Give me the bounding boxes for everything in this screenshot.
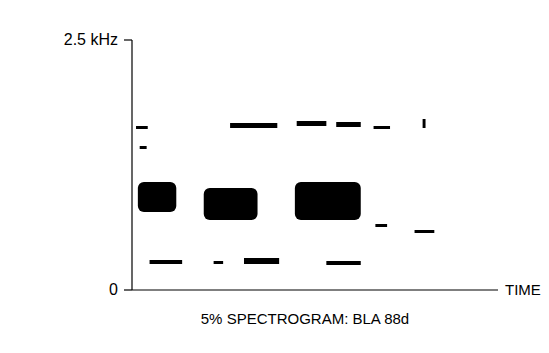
y-tick bbox=[124, 289, 132, 290]
spectral-blob bbox=[230, 123, 277, 128]
spectral-blob bbox=[136, 126, 148, 129]
spectral-blob bbox=[244, 258, 279, 264]
spectral-blob bbox=[150, 260, 183, 264]
spectral-blob bbox=[140, 146, 147, 149]
x-axis bbox=[132, 289, 498, 290]
spectral-blob bbox=[214, 261, 224, 264]
x-axis-label: TIME bbox=[505, 281, 541, 298]
caption: 5% SPECTROGRAM: BLA 88d bbox=[201, 310, 409, 327]
spectral-blob bbox=[204, 188, 258, 220]
spectral-blob bbox=[336, 122, 361, 127]
spectral-blob bbox=[326, 261, 360, 265]
marks bbox=[136, 119, 434, 265]
chart: 0 2.5 kHz TIME 5% SPECTROGRAM: BLA 88d bbox=[0, 0, 549, 353]
y-tick-label: 2.5 kHz bbox=[64, 31, 118, 48]
y-axis bbox=[131, 40, 132, 290]
spectral-blob bbox=[375, 224, 387, 227]
spectral-blob bbox=[415, 230, 435, 233]
spectral-blob bbox=[297, 121, 327, 126]
spectral-blob bbox=[374, 126, 390, 129]
y-tick bbox=[124, 39, 132, 40]
y-tick-label: 0 bbox=[109, 281, 118, 298]
spectral-blob bbox=[295, 182, 361, 220]
spectral-blob bbox=[138, 182, 176, 212]
spectral-blob bbox=[423, 119, 426, 128]
